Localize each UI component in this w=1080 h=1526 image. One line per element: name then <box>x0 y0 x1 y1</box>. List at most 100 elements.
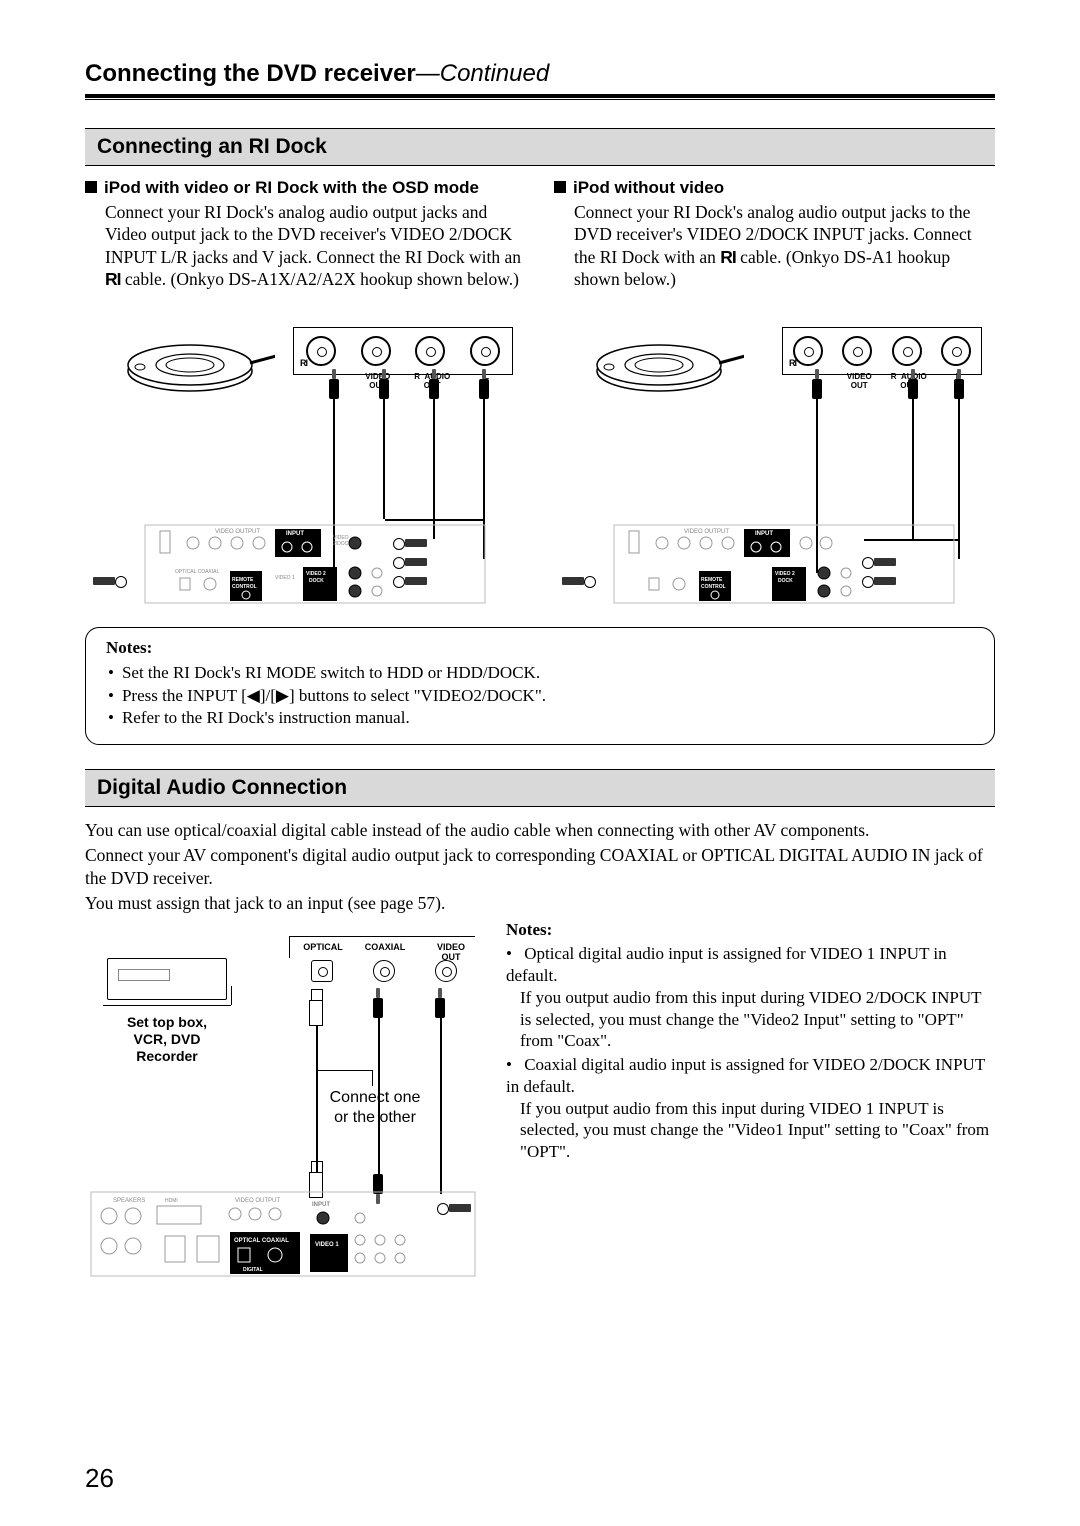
heading-ipod-with-video: iPod with video or RI Dock with the OSD … <box>85 178 526 198</box>
svg-text:VIDEO OUTPUT: VIDEO OUTPUT <box>684 529 729 535</box>
svg-text:VIDEO OUTPUT: VIDEO OUTPUT <box>235 1198 280 1204</box>
jack-ri <box>793 336 823 366</box>
dock-icon <box>115 325 275 405</box>
jack-video: VIDEO OUT <box>842 336 872 366</box>
body-ipod-without-video: Connect your RI Dock's analog audio outp… <box>574 201 995 291</box>
note2-lead: Coaxial digital audio input is assigned … <box>506 1055 985 1096</box>
receiver-back-panel-1: VIDEO OUTPUT INPUT VIDEO 2/DOCK OPTICAL … <box>105 523 525 605</box>
jack-label-video: VIDEO OUT <box>358 372 398 390</box>
top-jack-line-v <box>289 936 290 958</box>
svg-text:INPUT: INPUT <box>286 531 304 537</box>
ri-icon: RI <box>105 269 121 289</box>
jack-video-out <box>435 960 457 982</box>
stb-connector-h <box>103 1005 231 1006</box>
plug-video <box>435 998 445 1018</box>
note2-cont: If you output audio from this input duri… <box>506 987 995 1052</box>
wire-ar <box>912 399 914 539</box>
dock-icon <box>584 325 744 405</box>
notes-list-2: Optical digital audio input is assigned … <box>506 943 995 1163</box>
note2-cont: If you output audio from this input duri… <box>506 1098 995 1163</box>
plug-audio-r <box>429 379 439 399</box>
notes-list-1: Set the RI Dock's RI MODE switch to HDD … <box>106 662 974 731</box>
top-jack-line <box>289 936 475 937</box>
plug-audio-r <box>908 379 918 399</box>
plug-optical <box>309 1000 323 1026</box>
note2-item-1: Optical digital audio input is assigned … <box>506 943 995 1052</box>
notes-title-2: Notes: <box>506 920 995 940</box>
ri-icon: RI <box>720 247 736 267</box>
jack-audio-r: R AUDIO OUT <box>892 336 922 366</box>
title-rule-heavy <box>85 94 995 98</box>
svg-text:INPUT: INPUT <box>312 1202 330 1208</box>
plug-ri <box>329 379 339 399</box>
label-coaxial: COAXIAL <box>357 942 413 952</box>
jack-coaxial <box>373 960 395 982</box>
col-ipod-with-video: iPod with video or RI Dock with the OSD … <box>85 178 526 605</box>
svg-text:SPEAKERS: SPEAKERS <box>113 1198 145 1204</box>
note-item: Refer to the RI Dock's instruction manua… <box>108 707 974 730</box>
intro-1: You can use optical/coaxial digital cabl… <box>85 819 995 842</box>
title-suffix: —Continued <box>416 60 549 87</box>
jack-label-video: VIDEO OUT <box>839 372 879 390</box>
jack-optical <box>311 960 333 982</box>
svg-text:VIDEO 2: VIDEO 2 <box>306 571 326 577</box>
receiver-back-panel-2: VIDEO OUTPUT INPUT REMOTE CONTROL <box>574 523 994 605</box>
diagram-ipod-without-video: RI VIDEO OUT R AUDIO OUT L VIDEO OUTPUT <box>574 315 994 605</box>
diagram-ipod-with-video: RI VIDEO OUT R AUDIO OUT L <box>105 315 525 605</box>
title-main: Connecting the DVD receiver <box>85 60 416 87</box>
title-rule-thin <box>85 99 995 100</box>
svg-text:INPUT: INPUT <box>755 531 773 537</box>
plug-video <box>379 379 389 399</box>
stb-label: Set top box, VCR, DVD Recorder <box>97 1014 237 1064</box>
intro-3: You must assign that jack to an input (s… <box>85 892 995 915</box>
svg-text:DOCK: DOCK <box>309 578 324 584</box>
plug-audio-l <box>479 379 489 399</box>
plug-coaxial <box>373 998 383 1018</box>
svg-text:VIDEO 1: VIDEO 1 <box>315 1242 339 1248</box>
svg-text:VIDEO 2: VIDEO 2 <box>775 571 795 577</box>
notes-title: Notes: <box>106 638 974 658</box>
svg-text:CONTROL: CONTROL <box>701 584 726 590</box>
stb-connector-v <box>231 986 232 1005</box>
intro-2: Connect your AV component's digital audi… <box>85 844 995 890</box>
svg-text:DOCK: DOCK <box>778 578 793 584</box>
plug-audio-l <box>954 379 964 399</box>
notes-box-1: Notes: Set the RI Dock's RI MODE switch … <box>85 627 995 746</box>
connect-leader-line <box>317 1070 373 1086</box>
section-header-digital-audio: Digital Audio Connection <box>85 769 995 807</box>
jack-ri <box>306 336 336 366</box>
body-ipod-with-video: Connect your RI Dock's analog audio outp… <box>105 201 526 291</box>
svg-text:VIDEO 1: VIDEO 1 <box>275 575 295 581</box>
source-jack-row: OPTICAL COAXIAL VIDEO OUT <box>295 942 471 994</box>
svg-text:OPTICAL COAXIAL: OPTICAL COAXIAL <box>175 569 219 575</box>
wire-video <box>383 399 385 519</box>
plug-ri <box>812 379 822 399</box>
section-header-ri-dock: Connecting an RI Dock <box>85 128 995 166</box>
page-title: Connecting the DVD receiver—Continued <box>85 60 995 88</box>
svg-text:REMOTE: REMOTE <box>232 577 254 583</box>
svg-text:REMOTE: REMOTE <box>701 577 723 583</box>
stb-box <box>107 958 227 1000</box>
jack-audio-l: L <box>941 336 971 366</box>
note2-lead: Optical digital audio input is assigned … <box>506 944 947 985</box>
page-number: 26 <box>85 1463 114 1494</box>
label-optical: OPTICAL <box>295 942 351 952</box>
digital-audio-row: OPTICAL COAXIAL VIDEO OUT Set top box, V… <box>85 920 995 1280</box>
label-video-out: VIDEO OUT <box>423 942 479 962</box>
jack-audio-r: R AUDIO OUT <box>415 336 445 366</box>
svg-text:CONTROL: CONTROL <box>232 584 257 590</box>
col-ipod-without-video: iPod without video Connect your RI Dock'… <box>554 178 995 605</box>
svg-text:DIGITAL: DIGITAL <box>243 1267 263 1273</box>
svg-text:VIDEO OUTPUT: VIDEO OUTPUT <box>215 529 260 535</box>
connect-label: Connect one or the other <box>305 1088 445 1126</box>
svg-text:HDMI: HDMI <box>165 1198 178 1204</box>
heading-ipod-without-video: iPod without video <box>554 178 995 198</box>
notes-column-2: Notes: Optical digital audio input is as… <box>506 920 995 1280</box>
jack-video: VIDEO OUT <box>361 336 391 366</box>
receiver-back-panel-3: SPEAKERS HDMI VIDEO OUTPUT OPTICAL COAXI… <box>85 1188 480 1280</box>
body-text-tail: cable. (Onkyo DS-A1X/A2/A2X hookup shown… <box>121 269 519 289</box>
jack-label-ri: RI <box>300 358 307 368</box>
diagram-digital-audio: OPTICAL COAXIAL VIDEO OUT Set top box, V… <box>85 920 480 1280</box>
dock-jack-row-2: RI VIDEO OUT R AUDIO OUT L <box>782 327 982 375</box>
jack-audio-l: L <box>470 336 500 366</box>
